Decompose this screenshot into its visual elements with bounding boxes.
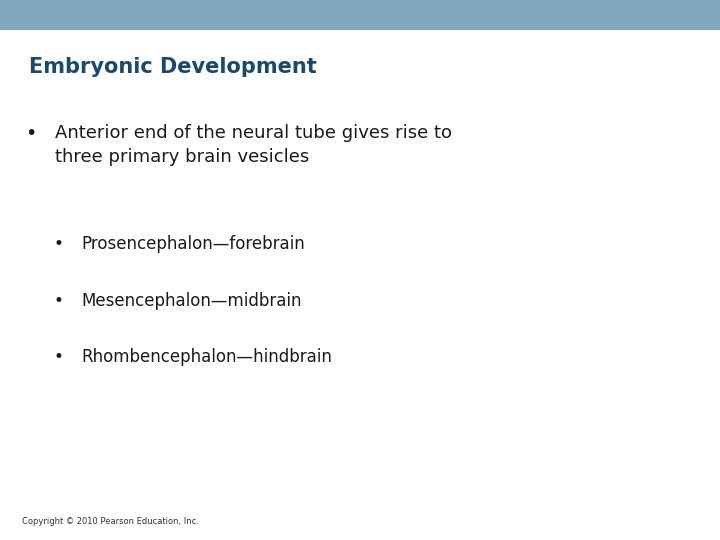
Text: Anterior end of the neural tube gives rise to
three primary brain vesicles: Anterior end of the neural tube gives ri… [55, 124, 452, 166]
Text: Rhombencephalon—hindbrain: Rhombencephalon—hindbrain [81, 348, 332, 366]
Text: •: • [54, 235, 64, 253]
Text: Embryonic Development: Embryonic Development [29, 57, 317, 77]
Text: •: • [54, 292, 64, 309]
Text: Prosencephalon—forebrain: Prosencephalon—forebrain [81, 235, 305, 253]
Text: Copyright © 2010 Pearson Education, Inc.: Copyright © 2010 Pearson Education, Inc. [22, 517, 199, 526]
Text: •: • [54, 348, 64, 366]
Text: •: • [25, 124, 37, 143]
Bar [0, 0, 720, 30]
Text: Mesencephalon—midbrain: Mesencephalon—midbrain [81, 292, 302, 309]
